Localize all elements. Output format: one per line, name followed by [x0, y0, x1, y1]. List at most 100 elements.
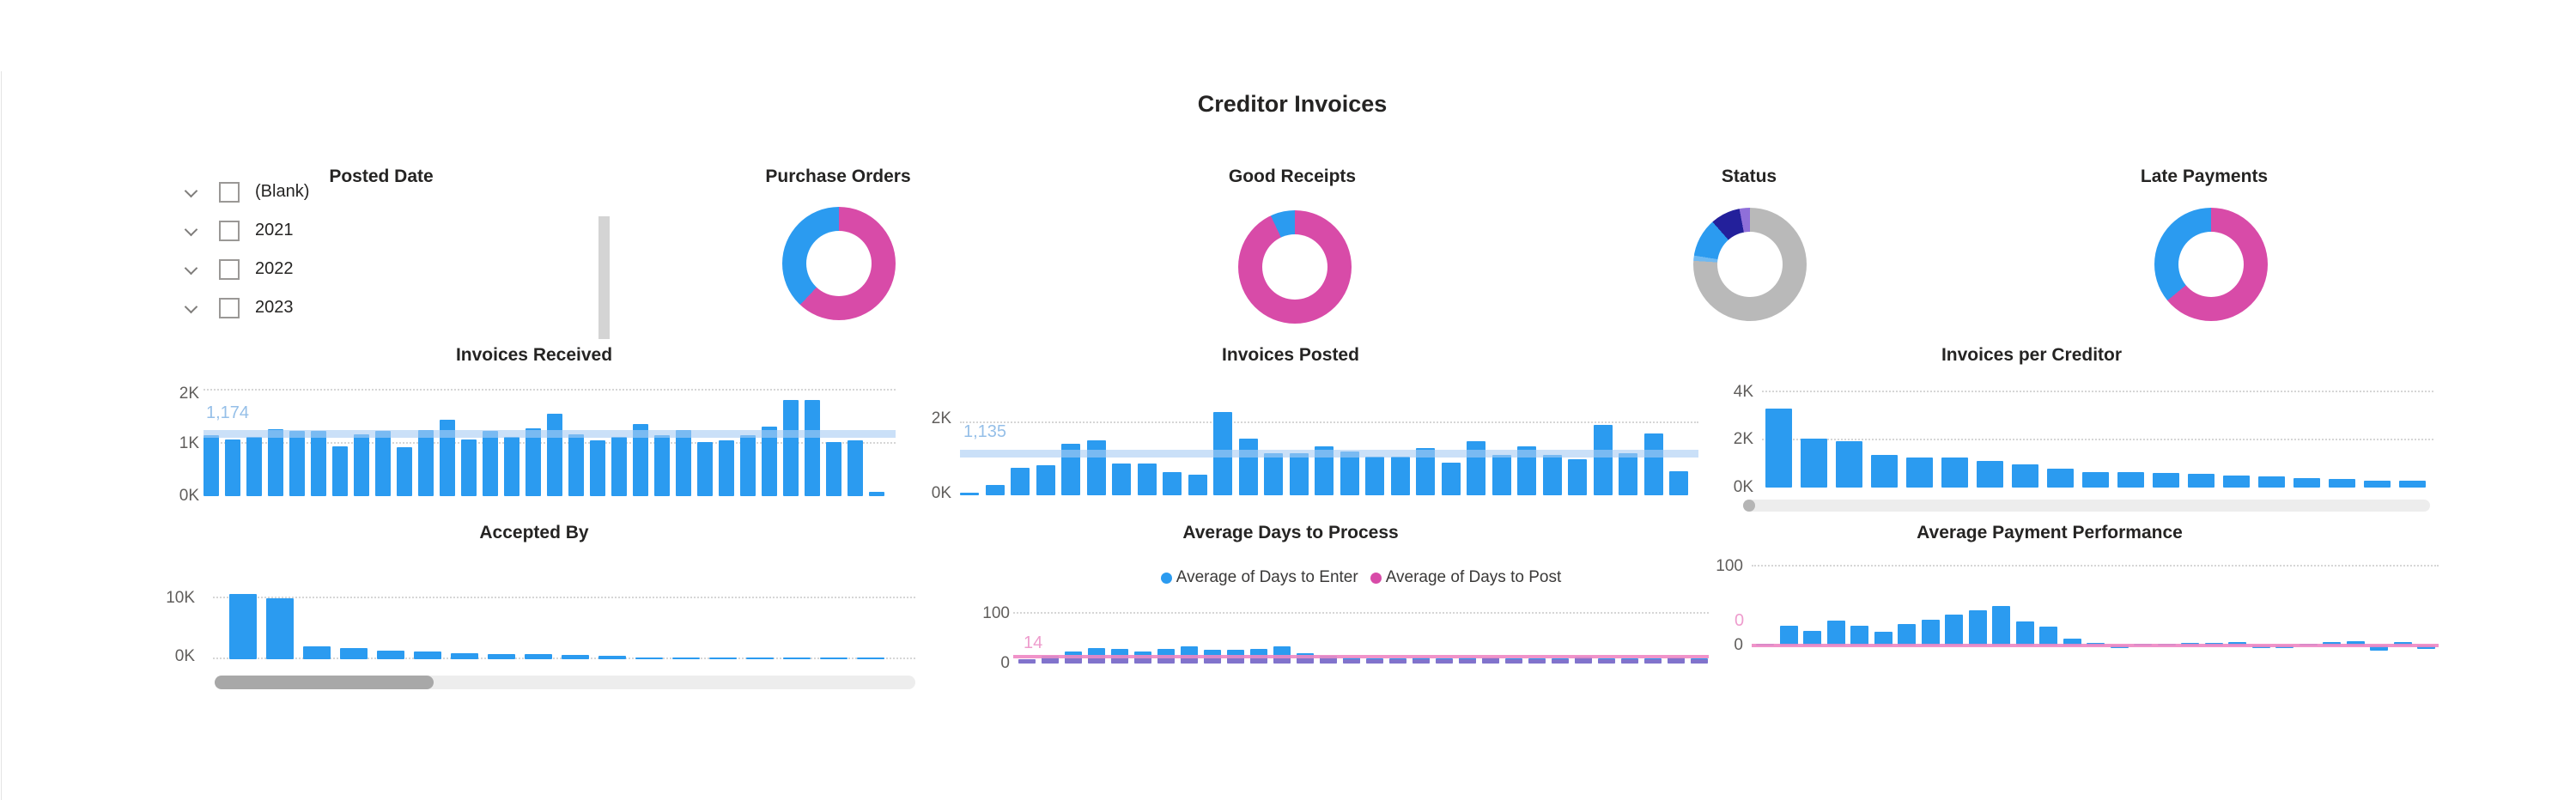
bar[interactable] [1289, 453, 1309, 495]
bar[interactable] [611, 436, 627, 496]
bar[interactable] [1668, 658, 1685, 664]
bar[interactable] [1320, 658, 1337, 664]
bar[interactable] [783, 658, 811, 659]
bar[interactable] [672, 658, 700, 659]
bar[interactable] [1691, 658, 1708, 664]
bar[interactable] [676, 429, 691, 496]
bar[interactable] [635, 658, 663, 659]
bar[interactable] [1042, 658, 1059, 664]
average-payment-performance-chart[interactable] [1752, 565, 2439, 651]
bar[interactable] [869, 492, 884, 496]
bar[interactable] [377, 651, 404, 659]
bar[interactable] [1528, 658, 1546, 664]
bar[interactable] [2329, 479, 2355, 488]
bar[interactable] [2399, 481, 2426, 488]
bar[interactable] [483, 431, 498, 496]
bar[interactable] [289, 431, 305, 496]
good-receipts-donut[interactable] [1238, 210, 1352, 324]
bar[interactable] [2117, 471, 2144, 488]
bar[interactable] [1977, 461, 2003, 488]
bar[interactable] [1188, 475, 1207, 495]
bar[interactable] [820, 658, 848, 659]
bar[interactable] [2258, 476, 2285, 488]
bar[interactable] [1598, 658, 1615, 664]
bar[interactable] [590, 439, 605, 496]
bar[interactable] [1181, 658, 1198, 664]
bar[interactable] [1250, 658, 1267, 664]
bar[interactable] [2039, 626, 2057, 645]
invoices-posted-chart[interactable] [960, 393, 1698, 495]
bar[interactable] [1619, 453, 1637, 495]
bar[interactable] [1826, 621, 1845, 645]
bar[interactable] [266, 598, 294, 659]
bar[interactable] [1803, 631, 1821, 645]
late-payments-donut[interactable] [2154, 208, 2268, 321]
bar[interactable] [1011, 468, 1030, 495]
checkbox[interactable] [219, 221, 240, 241]
bar[interactable] [2153, 473, 2179, 488]
bar[interactable] [1941, 458, 1968, 488]
bar[interactable] [1018, 658, 1036, 664]
invoices-per-creditor-chart[interactable] [1762, 385, 2433, 488]
bar[interactable] [709, 658, 737, 659]
bar[interactable] [746, 658, 774, 659]
average-days-to-process-chart[interactable] [1013, 610, 1709, 664]
bar[interactable] [1779, 626, 1798, 645]
bar[interactable] [1238, 439, 1258, 495]
bar[interactable] [2188, 474, 2215, 488]
bar[interactable] [1621, 658, 1638, 664]
bar[interactable] [451, 652, 478, 659]
bar[interactable] [826, 441, 841, 496]
posted-date-slicer[interactable]: (Blank) 2021 2022 2023 [176, 182, 580, 328]
checkbox[interactable] [219, 298, 240, 318]
bar[interactable] [719, 439, 734, 496]
bar[interactable] [1343, 658, 1360, 664]
bar[interactable] [1644, 658, 1662, 664]
bar[interactable] [2012, 464, 2038, 488]
slicer-scrollbar[interactable] [598, 216, 610, 339]
bar[interactable] [2063, 638, 2081, 645]
invoices-received-chart[interactable] [204, 383, 896, 496]
bar[interactable] [1163, 472, 1182, 495]
bar[interactable] [1227, 658, 1244, 664]
bar[interactable] [229, 594, 257, 659]
bar[interactable] [1492, 455, 1511, 495]
bar[interactable] [1273, 658, 1291, 664]
bar[interactable] [1111, 658, 1128, 664]
bar[interactable] [1134, 658, 1151, 664]
legend-item-days-to-post[interactable]: Average of Days to Post [1370, 568, 1561, 587]
slicer-item-2022[interactable]: 2022 [176, 252, 580, 285]
bar[interactable] [504, 437, 519, 496]
chevron-down-icon[interactable] [184, 261, 198, 276]
bar[interactable] [488, 653, 515, 659]
chevron-down-icon[interactable] [184, 184, 198, 198]
bar[interactable] [1088, 658, 1105, 664]
bar[interactable] [1575, 658, 1592, 664]
bar[interactable] [1874, 632, 1893, 645]
bar[interactable] [1137, 464, 1157, 495]
bar[interactable] [1517, 445, 1536, 495]
legend-item-days-to-enter[interactable]: Average of Days to Enter [1160, 568, 1358, 587]
bar[interactable] [440, 419, 455, 496]
bar[interactable] [1416, 447, 1435, 495]
checkbox[interactable] [219, 259, 240, 280]
bar[interactable] [654, 434, 670, 496]
slicer-item-blank[interactable]: (Blank) [176, 182, 580, 208]
bar[interactable] [2082, 471, 2109, 488]
bar[interactable] [562, 655, 589, 659]
horizontal-scrollbar-track[interactable] [1743, 500, 2430, 512]
bar[interactable] [1898, 624, 1916, 645]
bar[interactable] [2370, 645, 2388, 651]
bar[interactable] [340, 648, 368, 659]
bar[interactable] [1204, 658, 1221, 664]
bar[interactable] [1505, 658, 1522, 664]
bar[interactable] [1441, 462, 1461, 495]
bar[interactable] [397, 446, 412, 496]
bar[interactable] [1036, 464, 1055, 495]
bar[interactable] [805, 400, 820, 496]
bar[interactable] [1836, 440, 1862, 488]
bar[interactable] [1436, 658, 1453, 664]
bar[interactable] [526, 428, 541, 496]
bar[interactable] [1593, 424, 1613, 495]
bar[interactable] [1340, 452, 1359, 495]
